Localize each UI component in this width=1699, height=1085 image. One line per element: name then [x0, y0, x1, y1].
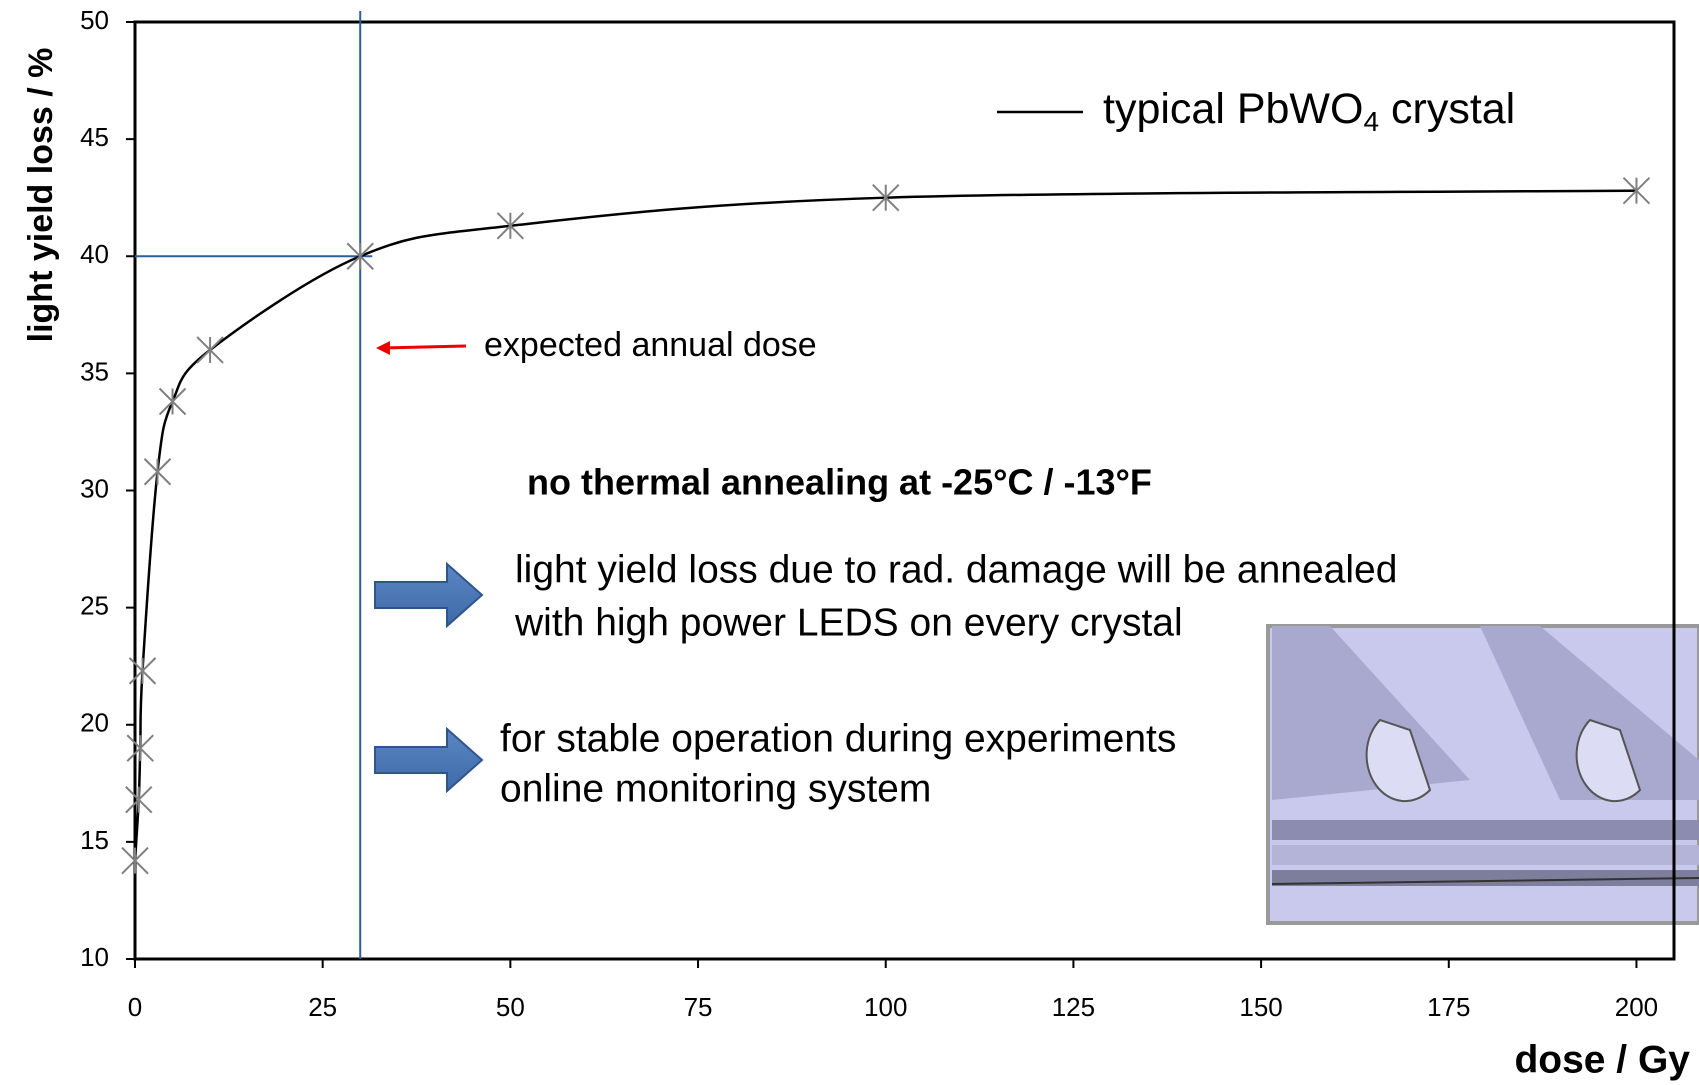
- annotation: with high power LEDS on every crystal: [514, 601, 1183, 644]
- x-tick-label: 125: [1052, 992, 1095, 1022]
- y-tick-label: 20: [80, 708, 109, 738]
- block-arrow: [375, 564, 482, 626]
- legend-label: typical PbWO4 crystal: [1103, 85, 1515, 137]
- y-tick-label: 35: [80, 356, 109, 386]
- marker: [160, 388, 186, 414]
- x-tick-label: 150: [1239, 992, 1282, 1022]
- annotation: online monitoring system: [500, 767, 931, 810]
- x-tick-label: 200: [1615, 992, 1658, 1022]
- y-tick-label: 25: [80, 591, 109, 621]
- block-arrow: [375, 729, 482, 791]
- x-tick-label: 175: [1427, 992, 1470, 1022]
- marker: [127, 735, 153, 761]
- annotation: no thermal annealing at -25°C / -13°F: [527, 462, 1152, 503]
- y-tick-label: 10: [80, 942, 109, 972]
- x-tick-label: 0: [128, 992, 142, 1022]
- y-tick-label: 45: [80, 122, 109, 152]
- red-arrowhead: [376, 341, 390, 355]
- x-tick-label: 100: [864, 992, 907, 1022]
- inset-image: [1268, 626, 1699, 923]
- y-tick-label: 15: [80, 825, 109, 855]
- marker: [126, 787, 152, 813]
- annotation: for stable operation during experiments: [500, 717, 1176, 760]
- annotation: expected annual dose: [484, 326, 817, 364]
- annotation: light yield loss due to rad. damage will…: [515, 548, 1397, 591]
- x-tick-label: 50: [496, 992, 525, 1022]
- x-axis-title: dose / Gy: [1514, 1038, 1690, 1081]
- marker: [122, 848, 148, 874]
- y-tick-label: 30: [80, 473, 109, 503]
- y-tick-label: 40: [80, 239, 109, 269]
- y-axis-title: light yield loss / %: [22, 48, 60, 343]
- y-tick-label: 50: [80, 5, 109, 35]
- x-tick-label: 25: [308, 992, 337, 1022]
- x-tick-label: 75: [684, 992, 713, 1022]
- marker: [130, 658, 156, 684]
- chart: light yield loss / % dose / Gy expected …: [0, 0, 1699, 1085]
- red-arrow: [382, 346, 466, 348]
- marker: [197, 337, 223, 363]
- marker: [145, 459, 171, 485]
